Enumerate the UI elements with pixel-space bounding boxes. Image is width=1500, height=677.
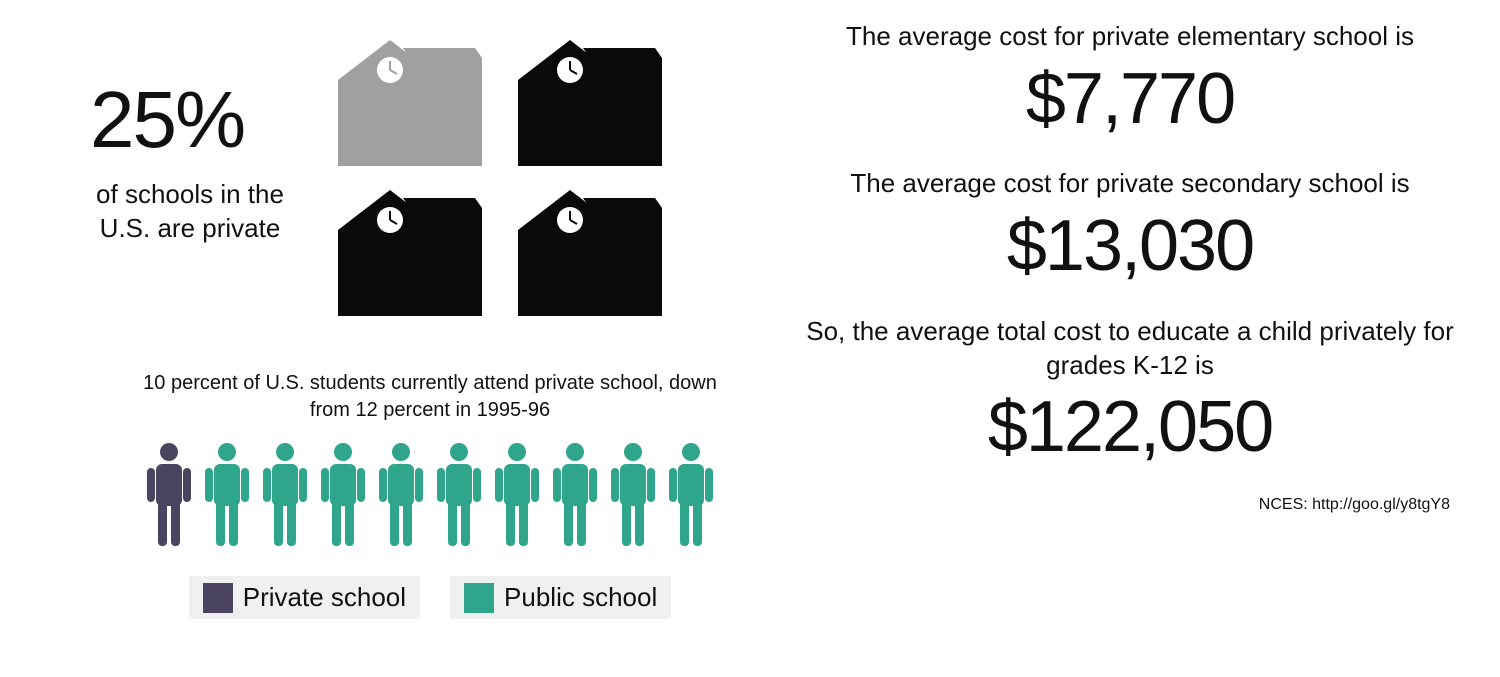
cost-total: So, the average total cost to educate a … bbox=[800, 315, 1460, 466]
cost-elementary: The average cost for private elementary … bbox=[800, 20, 1460, 137]
person-icon-public bbox=[665, 442, 717, 552]
legend-private-swatch bbox=[203, 583, 233, 613]
legend-private-label: Private school bbox=[243, 582, 406, 613]
legend-public-label: Public school bbox=[504, 582, 657, 613]
percent-value: 25% bbox=[90, 80, 290, 160]
school-icon-public bbox=[510, 180, 670, 320]
legend: Private school Public school bbox=[90, 576, 770, 619]
person-icon-private bbox=[143, 442, 195, 552]
cost-secondary-intro: The average cost for private secondary s… bbox=[800, 167, 1460, 201]
source-citation: NCES: http://goo.gl/y8tgY8 bbox=[800, 496, 1460, 514]
cost-secondary: The average cost for private secondary s… bbox=[800, 167, 1460, 284]
person-icon-public bbox=[317, 442, 369, 552]
cost-total-value: $122,050 bbox=[800, 390, 1460, 466]
person-icon-public bbox=[201, 442, 253, 552]
school-grid bbox=[330, 30, 670, 320]
person-icon-public bbox=[549, 442, 601, 552]
person-icon-public bbox=[375, 442, 427, 552]
cost-elementary-intro: The average cost for private elementary … bbox=[800, 20, 1460, 54]
person-icon-public bbox=[259, 442, 311, 552]
student-caption: 10 percent of U.S. students currently at… bbox=[90, 370, 770, 424]
school-icon-public bbox=[330, 180, 490, 320]
percent-caption: of schools in the U.S. are private bbox=[90, 178, 290, 246]
person-icon-public bbox=[607, 442, 659, 552]
legend-private: Private school bbox=[189, 576, 420, 619]
legend-public-swatch bbox=[464, 583, 494, 613]
cost-secondary-value: $13,030 bbox=[800, 209, 1460, 285]
cost-total-intro: So, the average total cost to educate a … bbox=[800, 315, 1460, 383]
cost-elementary-value: $7,770 bbox=[800, 62, 1460, 138]
person-icon-public bbox=[491, 442, 543, 552]
people-row bbox=[90, 442, 770, 552]
legend-public: Public school bbox=[450, 576, 671, 619]
school-icon-private bbox=[330, 30, 490, 170]
person-icon-public bbox=[433, 442, 485, 552]
school-icon-public bbox=[510, 30, 670, 170]
